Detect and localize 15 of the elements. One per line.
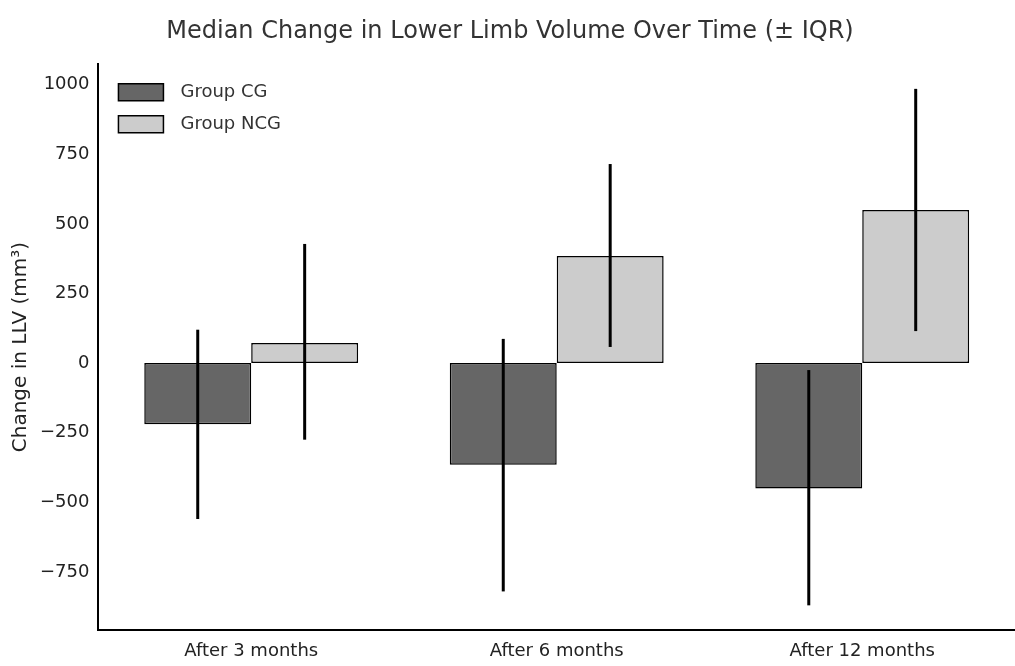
legend-label: Group NCG (180, 112, 281, 134)
x-tick-label: After 6 months (489, 638, 624, 660)
y-tick-label: −500 (39, 490, 90, 511)
y-axis-title: Change in LLV (mm³) (7, 241, 32, 453)
y-tick-label: 1000 (43, 72, 90, 94)
x-tick-label: After 12 months (789, 638, 935, 660)
chart-title: Median Change in Lower Limb Volume Over Time (± IQR) (166, 15, 854, 44)
y-tick-label: 0 (77, 350, 90, 372)
legend-label: Group CG (180, 80, 268, 102)
y-tick-label: 500 (55, 211, 90, 233)
x-tick-label: After 3 months (184, 638, 319, 660)
y-tick-label: 750 (55, 141, 90, 163)
y-tick-label: −750 (39, 559, 90, 581)
y-tick-label: −250 (39, 420, 90, 442)
y-tick-label: 250 (55, 281, 90, 303)
